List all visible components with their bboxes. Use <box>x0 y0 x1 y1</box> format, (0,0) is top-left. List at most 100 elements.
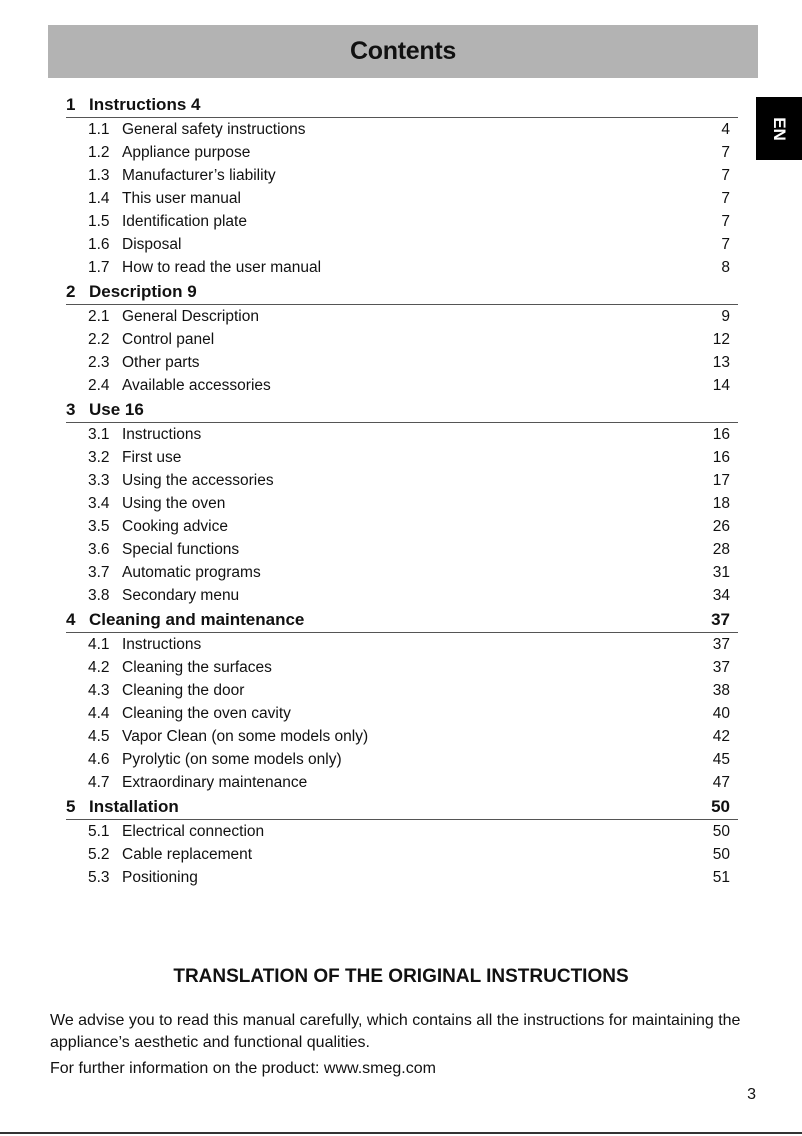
toc-entry[interactable]: 2.1 General Description 9 <box>66 305 738 328</box>
toc-entry[interactable]: 2.2 Control panel 12 <box>66 328 738 351</box>
toc-entry[interactable]: 1.6 Disposal 7 <box>66 233 738 256</box>
entry-number: 1.7 <box>88 258 110 276</box>
entry-title: Identification plate <box>122 212 247 230</box>
section-heading[interactable]: 5 Installation 50 <box>66 794 738 820</box>
entry-number: 2.4 <box>88 376 110 394</box>
toc-entry[interactable]: 3.6 Special functions 28 <box>66 538 738 561</box>
toc-entry[interactable]: 5.1 Electrical connection 50 <box>66 820 738 843</box>
entry-number: 4.2 <box>88 658 110 676</box>
toc-entry[interactable]: 1.5 Identification plate 7 <box>66 210 738 233</box>
entry-page: 40 <box>712 704 730 722</box>
toc-entry[interactable]: 3.8 Secondary menu 34 <box>66 584 738 607</box>
toc-entry[interactable]: 5.2 Cable replacement 50 <box>66 843 738 866</box>
entry-page: 45 <box>712 750 730 768</box>
entry-page: 18 <box>712 494 730 512</box>
entry-title: Cooking advice <box>122 517 228 535</box>
entry-title: Special functions <box>122 540 240 558</box>
toc-entry[interactable]: 1.4 This user manual 7 <box>66 187 738 210</box>
entry-number: 1.5 <box>88 212 110 230</box>
toc-entry[interactable]: 2.4 Available accessories 14 <box>66 374 738 397</box>
entry-page: 7 <box>721 166 730 184</box>
entry-number: 4.7 <box>88 773 110 791</box>
toc-entry[interactable]: 4.6 Pyrolytic (on some models only) 45 <box>66 748 738 771</box>
entry-number: 1.1 <box>88 120 110 138</box>
entry-title: Using the oven <box>122 494 226 512</box>
entry-title: Manufacturer’s liability <box>122 166 276 184</box>
entry-page: 17 <box>712 471 730 489</box>
toc-entry[interactable]: 1.3 Manufacturer’s liability 7 <box>66 164 738 187</box>
toc-entry[interactable]: 3.7 Automatic programs 31 <box>66 561 738 584</box>
entry-title: Other parts <box>122 353 200 371</box>
language-tab: EN <box>756 97 802 160</box>
toc-entry[interactable]: 3.5 Cooking advice 26 <box>66 515 738 538</box>
entry-title: Cleaning the surfaces <box>122 658 272 676</box>
entry-page: 47 <box>712 773 730 791</box>
toc-entry[interactable]: 1.7 How to read the user manual 8 <box>66 256 738 279</box>
toc-entry[interactable]: 3.3 Using the accessories 17 <box>66 469 738 492</box>
entry-title: Instructions <box>122 425 202 443</box>
entry-number: 3.4 <box>88 494 110 512</box>
section-number: 5 <box>66 796 76 816</box>
section-heading[interactable]: 4 Cleaning and maintenance 37 <box>66 607 738 633</box>
entry-title: Cleaning the door <box>122 681 245 699</box>
entry-page: 7 <box>721 235 730 253</box>
entry-number: 3.8 <box>88 586 110 604</box>
section-number: 3 <box>66 399 76 419</box>
entry-title: Vapor Clean (on some models only) <box>122 727 369 745</box>
entry-page: 34 <box>712 586 730 604</box>
toc-entry[interactable]: 4.4 Cleaning the oven cavity 40 <box>66 702 738 725</box>
entry-title: General safety instructions <box>122 120 306 138</box>
entry-page: 4 <box>721 120 730 138</box>
entry-page: 51 <box>712 868 730 886</box>
toc-entry[interactable]: 3.2 First use 16 <box>66 446 738 469</box>
section-heading[interactable]: 3 Use 16 <box>66 397 738 423</box>
entry-page: 7 <box>721 143 730 161</box>
toc-entry[interactable]: 4.2 Cleaning the surfaces 37 <box>66 656 738 679</box>
entry-title: Positioning <box>122 868 198 886</box>
entry-title: General Description <box>122 307 259 325</box>
toc-entry[interactable]: 1.2 Appliance purpose 7 <box>66 141 738 164</box>
section-heading[interactable]: 2 Description 9 <box>66 279 738 305</box>
entry-title: Using the accessories <box>122 471 274 489</box>
entry-number: 3.5 <box>88 517 110 535</box>
entry-number: 4.4 <box>88 704 110 722</box>
entry-page: 16 <box>712 448 730 466</box>
page-title: Contents <box>350 37 456 65</box>
toc-entry[interactable]: 3.4 Using the oven 18 <box>66 492 738 515</box>
entry-page: 7 <box>721 212 730 230</box>
toc-entry[interactable]: 2.3 Other parts 13 <box>66 351 738 374</box>
entry-title: Instructions <box>122 635 202 653</box>
toc-entry[interactable]: 4.5 Vapor Clean (on some models only) 42 <box>66 725 738 748</box>
section-title: Cleaning and maintenance <box>89 609 305 629</box>
section-title: Instructions 4 <box>89 94 201 114</box>
toc-entry[interactable]: 3.1 Instructions 16 <box>66 423 738 446</box>
bottom-rule <box>0 1132 802 1134</box>
section-number: 2 <box>66 281 76 301</box>
entry-page: 38 <box>712 681 730 699</box>
entry-page: 28 <box>712 540 730 558</box>
entry-number: 3.3 <box>88 471 110 489</box>
contents-header: Contents <box>48 25 758 78</box>
toc-entry[interactable]: 4.3 Cleaning the door 38 <box>66 679 738 702</box>
entry-title: First use <box>122 448 182 466</box>
toc-entry[interactable]: 4.1 Instructions 37 <box>66 633 738 656</box>
entry-title: Secondary menu <box>122 586 240 604</box>
entry-page: 9 <box>721 307 730 325</box>
toc-entry[interactable]: 5.3 Positioning 51 <box>66 866 738 889</box>
entry-number: 3.7 <box>88 563 110 581</box>
entry-page: 37 <box>712 658 730 676</box>
entry-number: 5.2 <box>88 845 110 863</box>
entry-number: 3.1 <box>88 425 110 443</box>
entry-number: 5.1 <box>88 822 110 840</box>
toc-entry[interactable]: 1.1 General safety instructions 4 <box>66 118 738 141</box>
entry-number: 4.3 <box>88 681 110 699</box>
toc-entry[interactable]: 4.7 Extraordinary maintenance 47 <box>66 771 738 794</box>
entry-title: Disposal <box>122 235 182 253</box>
entry-number: 3.6 <box>88 540 110 558</box>
entry-page: 42 <box>712 727 730 745</box>
entry-number: 2.1 <box>88 307 110 325</box>
translation-heading: TRANSLATION OF THE ORIGINAL INSTRUCTIONS <box>173 966 629 987</box>
entry-number: 1.6 <box>88 235 110 253</box>
entry-page: 8 <box>721 258 730 276</box>
section-heading[interactable]: 1 Instructions 4 <box>66 92 738 118</box>
